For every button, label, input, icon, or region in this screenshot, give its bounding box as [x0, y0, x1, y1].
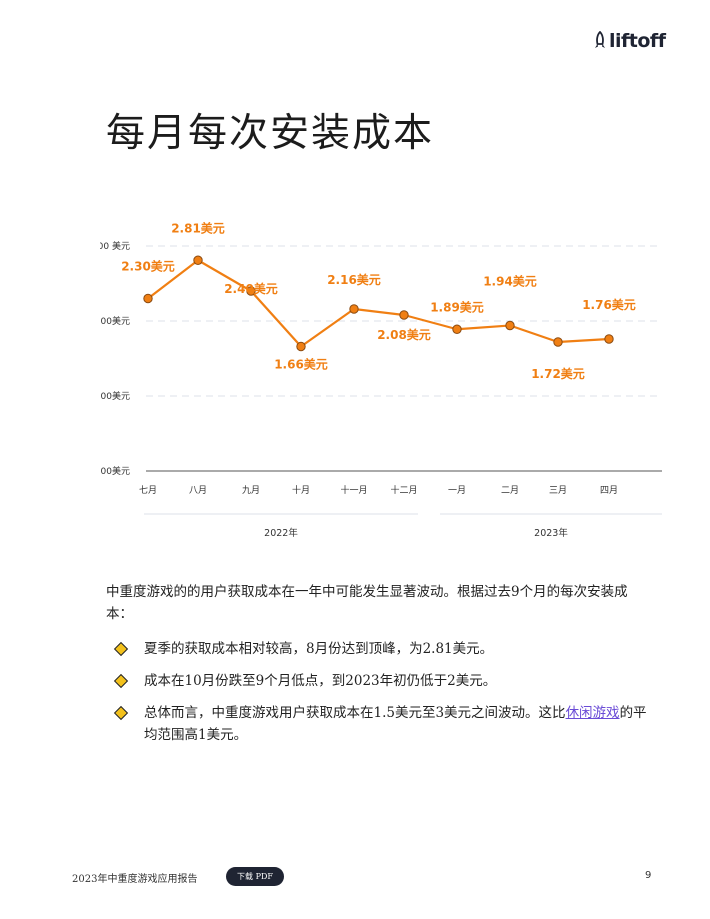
- data-label: 2.40美元: [224, 281, 278, 296]
- x-tick-label: 二月: [501, 485, 519, 496]
- diamond-bullet-icon: [113, 673, 129, 689]
- bullet-text: 成本在10月份跌至9个月低点，到2023年初仍低于2美元。: [144, 673, 497, 689]
- bullet-text: 总体而言，中重度游戏用户获取成本在1.5美元至3美元之间波动。这比: [144, 705, 566, 721]
- y-tick-label: 3.00 美元: [100, 240, 130, 252]
- y-tick-label: 1.00美元: [100, 390, 130, 402]
- y-tick-label: 0.00美元: [100, 465, 130, 477]
- page-title: 每月每次安装成本: [106, 111, 435, 156]
- x-tick-label: 十月: [292, 484, 310, 496]
- y-tick-label: 2.00美元: [100, 315, 130, 327]
- download-pdf-button[interactable]: 下载 PDF: [226, 867, 284, 886]
- data-point: [553, 337, 563, 347]
- data-point: [349, 304, 359, 314]
- data-point: [452, 324, 462, 334]
- footer-report-title: 2023年中重度游戏应用报告: [72, 874, 198, 885]
- rocket-icon: [595, 31, 605, 48]
- series-line: [147, 259, 610, 348]
- data-point: [246, 286, 256, 296]
- page-number: 9: [645, 870, 652, 881]
- x-tick-label: 四月: [600, 485, 618, 496]
- data-point: [296, 341, 306, 352]
- key-findings-list: 夏季的获取成本相对较高，8月份达到顶峰，为2.81美元。 成本在10月份跌至9个…: [113, 638, 654, 756]
- data-label: 2.08美元: [377, 327, 431, 342]
- data-label: 2.30美元: [121, 259, 175, 274]
- casual-games-link[interactable]: 休闲游戏: [565, 705, 620, 721]
- x-tick-label: 三月: [549, 485, 567, 496]
- cost-per-install-chart: 3.00 美元 2.00美元 1.00美元 0.00美元 2.30美元 2.81美元 2.…: [100, 220, 662, 539]
- x-tick-label: 一月: [448, 485, 466, 496]
- year-group-label: 2023年: [534, 527, 568, 539]
- data-label: 1.66美元: [274, 357, 328, 372]
- data-label: 1.76美元: [582, 297, 636, 312]
- logo-text: liftoff: [609, 30, 666, 52]
- x-tick-label: 九月: [242, 485, 260, 496]
- diamond-bullet-icon: [113, 705, 129, 721]
- x-tick-label: 八月: [189, 485, 207, 496]
- x-tick-label: 十一月: [340, 484, 367, 496]
- data-point: [193, 255, 203, 265]
- liftoff-logo[interactable]: liftoff: [594, 30, 666, 52]
- data-label: 1.72美元: [531, 366, 585, 381]
- data-point: [505, 320, 515, 331]
- data-point: [604, 334, 614, 344]
- data-label: 2.16美元: [327, 272, 381, 287]
- bullet-text: 夏季的获取成本相对较高，8月份达到顶峰，为2.81美元。: [144, 641, 494, 657]
- diamond-bullet-icon: [113, 641, 129, 657]
- bullet-item: 成本在10月份跌至9个月低点，到2023年初仍低于2美元。: [113, 670, 654, 692]
- year-group-label: 2022年: [264, 527, 298, 539]
- bullet-item: 夏季的获取成本相对较高，8月份达到顶峰，为2.81美元。: [113, 638, 654, 660]
- data-point: [399, 310, 409, 320]
- bullet-text-continued: 的平均范围高1美元。: [144, 705, 647, 743]
- data-label: 1.89美元: [430, 299, 484, 314]
- data-label: 1.94美元: [483, 274, 537, 289]
- intro-paragraph: 中重度游戏的的用户获取成本在一年中可能发生显著波动。根据过去9个月的每次安装成本…: [106, 584, 628, 622]
- x-tick-label: 七月: [139, 485, 157, 496]
- data-label: 2.81美元: [171, 220, 225, 235]
- bullet-item: 总体而言，中重度游戏用户获取成本在1.5美元至3美元之间波动。这比休闲游戏的平均…: [113, 702, 654, 746]
- x-tick-label: 十二月: [390, 484, 417, 496]
- data-point: [143, 293, 153, 304]
